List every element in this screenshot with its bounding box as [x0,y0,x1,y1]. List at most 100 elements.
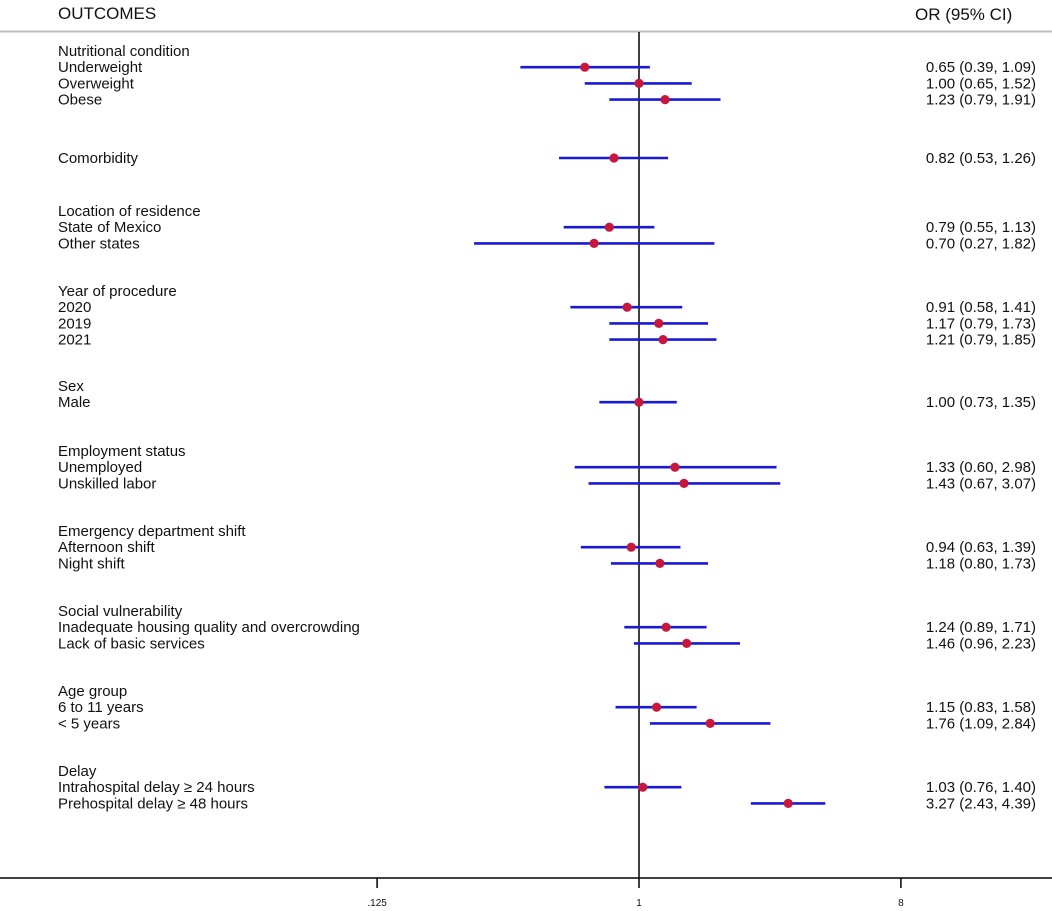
forest-row: Obese 1.23 (0.79, 1.91) [58,92,1036,109]
forest-row: Comorbidity 0.82 (0.53, 1.26) [58,150,1036,167]
odds-ratio-point [705,718,715,729]
forest-row: Intrahospital delay ≥ 24 hours 1.03 (0.76… [58,779,1036,796]
forest-row: Inadequate housing quality and overcrowd… [58,619,1036,636]
group-heading: Age group [58,683,127,700]
row-label: Comorbidity [58,150,139,167]
or-ci-text: 1.18 (0.80, 1.73) [926,555,1036,572]
or-ci-text: 1.21 (0.79, 1.85) [926,332,1036,349]
forest-row: 2020 0.91 (0.58, 1.41) [58,299,1036,316]
x-tick-label: 1 [636,898,642,909]
value-column-header: OR (95% CI) [915,5,1012,24]
or-ci-text: 0.94 (0.63, 1.39) [926,539,1036,556]
row-label: 2020 [58,299,91,316]
forest-row: < 5 years 1.76 (1.09, 2.84) [58,715,1036,732]
odds-ratio-point [658,335,668,345]
or-ci-text: 1.76 (1.09, 2.84) [926,715,1036,732]
odds-ratio-point [652,702,662,712]
row-label: Underweight [58,59,143,76]
row-label: Afternoon shift [58,539,156,556]
odds-ratio-point [660,95,670,105]
odds-ratio-point [622,302,632,312]
x-axis-ticks: .125 1 8 [367,878,904,909]
group-heading: Delay [58,763,97,780]
forest-row: Lack of basic services 1.46 (0.96, 2.23) [58,635,1036,652]
odds-ratio-point [661,622,671,632]
odds-ratio-point [682,638,692,649]
forest-row: 6 to 11 years 1.15 (0.83, 1.58) [58,699,1036,716]
odds-ratio-point [634,397,644,407]
or-ci-text: 1.15 (0.83, 1.58) [926,699,1036,716]
group-heading: Location of residence [58,203,201,220]
forest-row: Underweight 0.65 (0.39, 1.09) [58,59,1036,76]
group-heading: Emergency department shift [58,523,246,540]
odds-ratio-point [783,798,793,809]
or-ci-text: 0.91 (0.58, 1.41) [926,299,1036,316]
or-ci-text: 0.82 (0.53, 1.26) [926,150,1036,167]
row-label: 2019 [58,315,91,332]
or-ci-text: 0.65 (0.39, 1.09) [926,59,1036,76]
or-ci-text: 0.79 (0.55, 1.13) [926,219,1036,236]
or-ci-text: 1.23 (0.79, 1.91) [926,92,1036,109]
x-tick-label: 8 [898,898,904,909]
group-heading: Sex [58,378,84,395]
row-label: Obese [58,92,102,109]
odds-ratio-point [670,462,680,472]
row-label: 2021 [58,332,91,349]
row-label: 6 to 11 years [58,699,144,716]
row-label: Night shift [58,555,126,572]
forest-row: Male 1.00 (0.73, 1.35) [58,394,1036,411]
forest-row: 2021 1.21 (0.79, 1.85) [58,332,1036,349]
forest-row: 2019 1.17 (0.79, 1.73) [58,315,1036,332]
or-ci-text: 1.17 (0.79, 1.73) [926,315,1036,332]
forest-group: Comorbidity 0.82 (0.53, 1.26) [58,150,1036,167]
row-label: Other states [58,235,140,252]
forest-row: Other states 0.70 (0.27, 1.82) [58,235,1036,252]
row-label: Overweight [58,75,135,92]
or-ci-text: 1.00 (0.65, 1.52) [926,75,1036,92]
x-tick-label: .125 [367,898,387,909]
odds-ratio-point [589,238,599,248]
row-label: State of Mexico [58,219,161,236]
chart-title: OUTCOMES [58,4,156,23]
row-label: Lack of basic services [58,635,205,652]
row-label: Prehospital delay ≥ 48 hours [58,795,248,812]
forest-row: Unemployed 1.33 (0.60, 2.98) [58,459,1036,476]
forest-row: Night shift 1.18 (0.80, 1.73) [58,555,1036,572]
row-label: Intrahospital delay ≥ 24 hours [58,779,255,796]
or-ci-text: 0.70 (0.27, 1.82) [926,235,1036,252]
forest-row: State of Mexico 0.79 (0.55, 1.13) [58,219,1036,236]
group-heading: Employment status [58,443,186,460]
odds-ratio-point [609,153,619,163]
or-ci-text: 1.33 (0.60, 2.98) [926,459,1036,476]
odds-ratio-point [679,478,689,488]
or-ci-text: 1.46 (0.96, 2.23) [926,635,1036,652]
forest-row: Unskilled labor 1.43 (0.67, 3.07) [58,475,1036,492]
group-heading: Year of procedure [58,283,177,300]
or-ci-text: 3.27 (2.43, 4.39) [926,795,1036,812]
or-ci-text: 1.03 (0.76, 1.40) [926,779,1036,796]
row-label: Inadequate housing quality and overcrowd… [58,619,360,636]
row-label: < 5 years [58,715,120,732]
forest-row: Prehospital delay ≥ 48 hours 3.27 (2.43, … [58,795,1036,812]
forest-row: Afternoon shift 0.94 (0.63, 1.39) [58,539,1036,556]
group-heading: Nutritional condition [58,43,190,60]
row-label: Unemployed [58,459,142,476]
odds-ratio-point [634,78,644,88]
group-heading: Social vulnerability [58,603,183,620]
or-ci-text: 1.00 (0.73, 1.35) [926,394,1036,411]
odds-ratio-point [580,62,590,72]
odds-ratio-point [626,542,636,552]
forest-row: Overweight 1.00 (0.65, 1.52) [58,75,1036,92]
odds-ratio-point [604,222,614,232]
